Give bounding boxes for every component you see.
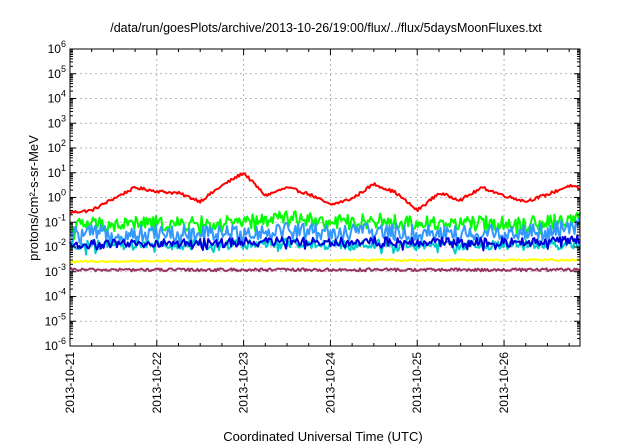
x-tick-labels: 2013-10-21 2013-10-22 2013-10-23 2013-10-24… — [63, 352, 511, 414]
y-tick-label: 10-5 — [45, 311, 66, 328]
series-lines — [69, 172, 581, 273]
x-axis-label: Coordinated Universal Time (UTC) — [223, 429, 422, 444]
y-tick-label: 10-3 — [45, 262, 66, 279]
y-tick-label: 10-1 — [45, 212, 66, 229]
series-line-3 — [69, 217, 581, 250]
y-tick-label: 103 — [48, 113, 66, 130]
y-tick-label: 106 — [48, 39, 66, 56]
series-line-4 — [69, 237, 581, 256]
x-tick-label: 2013-10-26 — [497, 352, 511, 414]
x-tick-label: 2013-10-23 — [237, 352, 251, 414]
series-line-7 — [69, 267, 581, 273]
y-tick-label: 105 — [48, 64, 66, 81]
y-tick-label: 101 — [48, 163, 66, 180]
x-tick-label: 2013-10-21 — [63, 352, 77, 414]
y-tick-label: 100 — [48, 188, 66, 205]
series-line-6 — [69, 258, 581, 264]
x-tick-label: 2013-10-22 — [150, 352, 164, 414]
y-tick-label: 10-2 — [45, 237, 66, 254]
y-axis-label: protons/cm²-s-sr-MeV — [26, 135, 41, 261]
y-tick-label: 10-6 — [45, 336, 66, 353]
grid — [70, 49, 580, 346]
y-tick-labels: 10-6 10-5 10-4 10-3 10-2 10-1 100 101 102 103 104 1… — [45, 39, 66, 353]
y-tick-label: 102 — [48, 138, 66, 155]
chart-title: /data/run/goesPlots/archive/2013-10-26/1… — [110, 21, 542, 35]
x-tick-label: 2013-10-24 — [323, 352, 337, 414]
series-line-1 — [69, 172, 581, 215]
series-line-5 — [69, 234, 581, 252]
x-tick-label: 2013-10-25 — [410, 352, 424, 414]
y-tick-label: 104 — [48, 89, 66, 106]
y-tick-label: 10-4 — [45, 287, 66, 304]
axis-ticks — [69, 48, 580, 347]
